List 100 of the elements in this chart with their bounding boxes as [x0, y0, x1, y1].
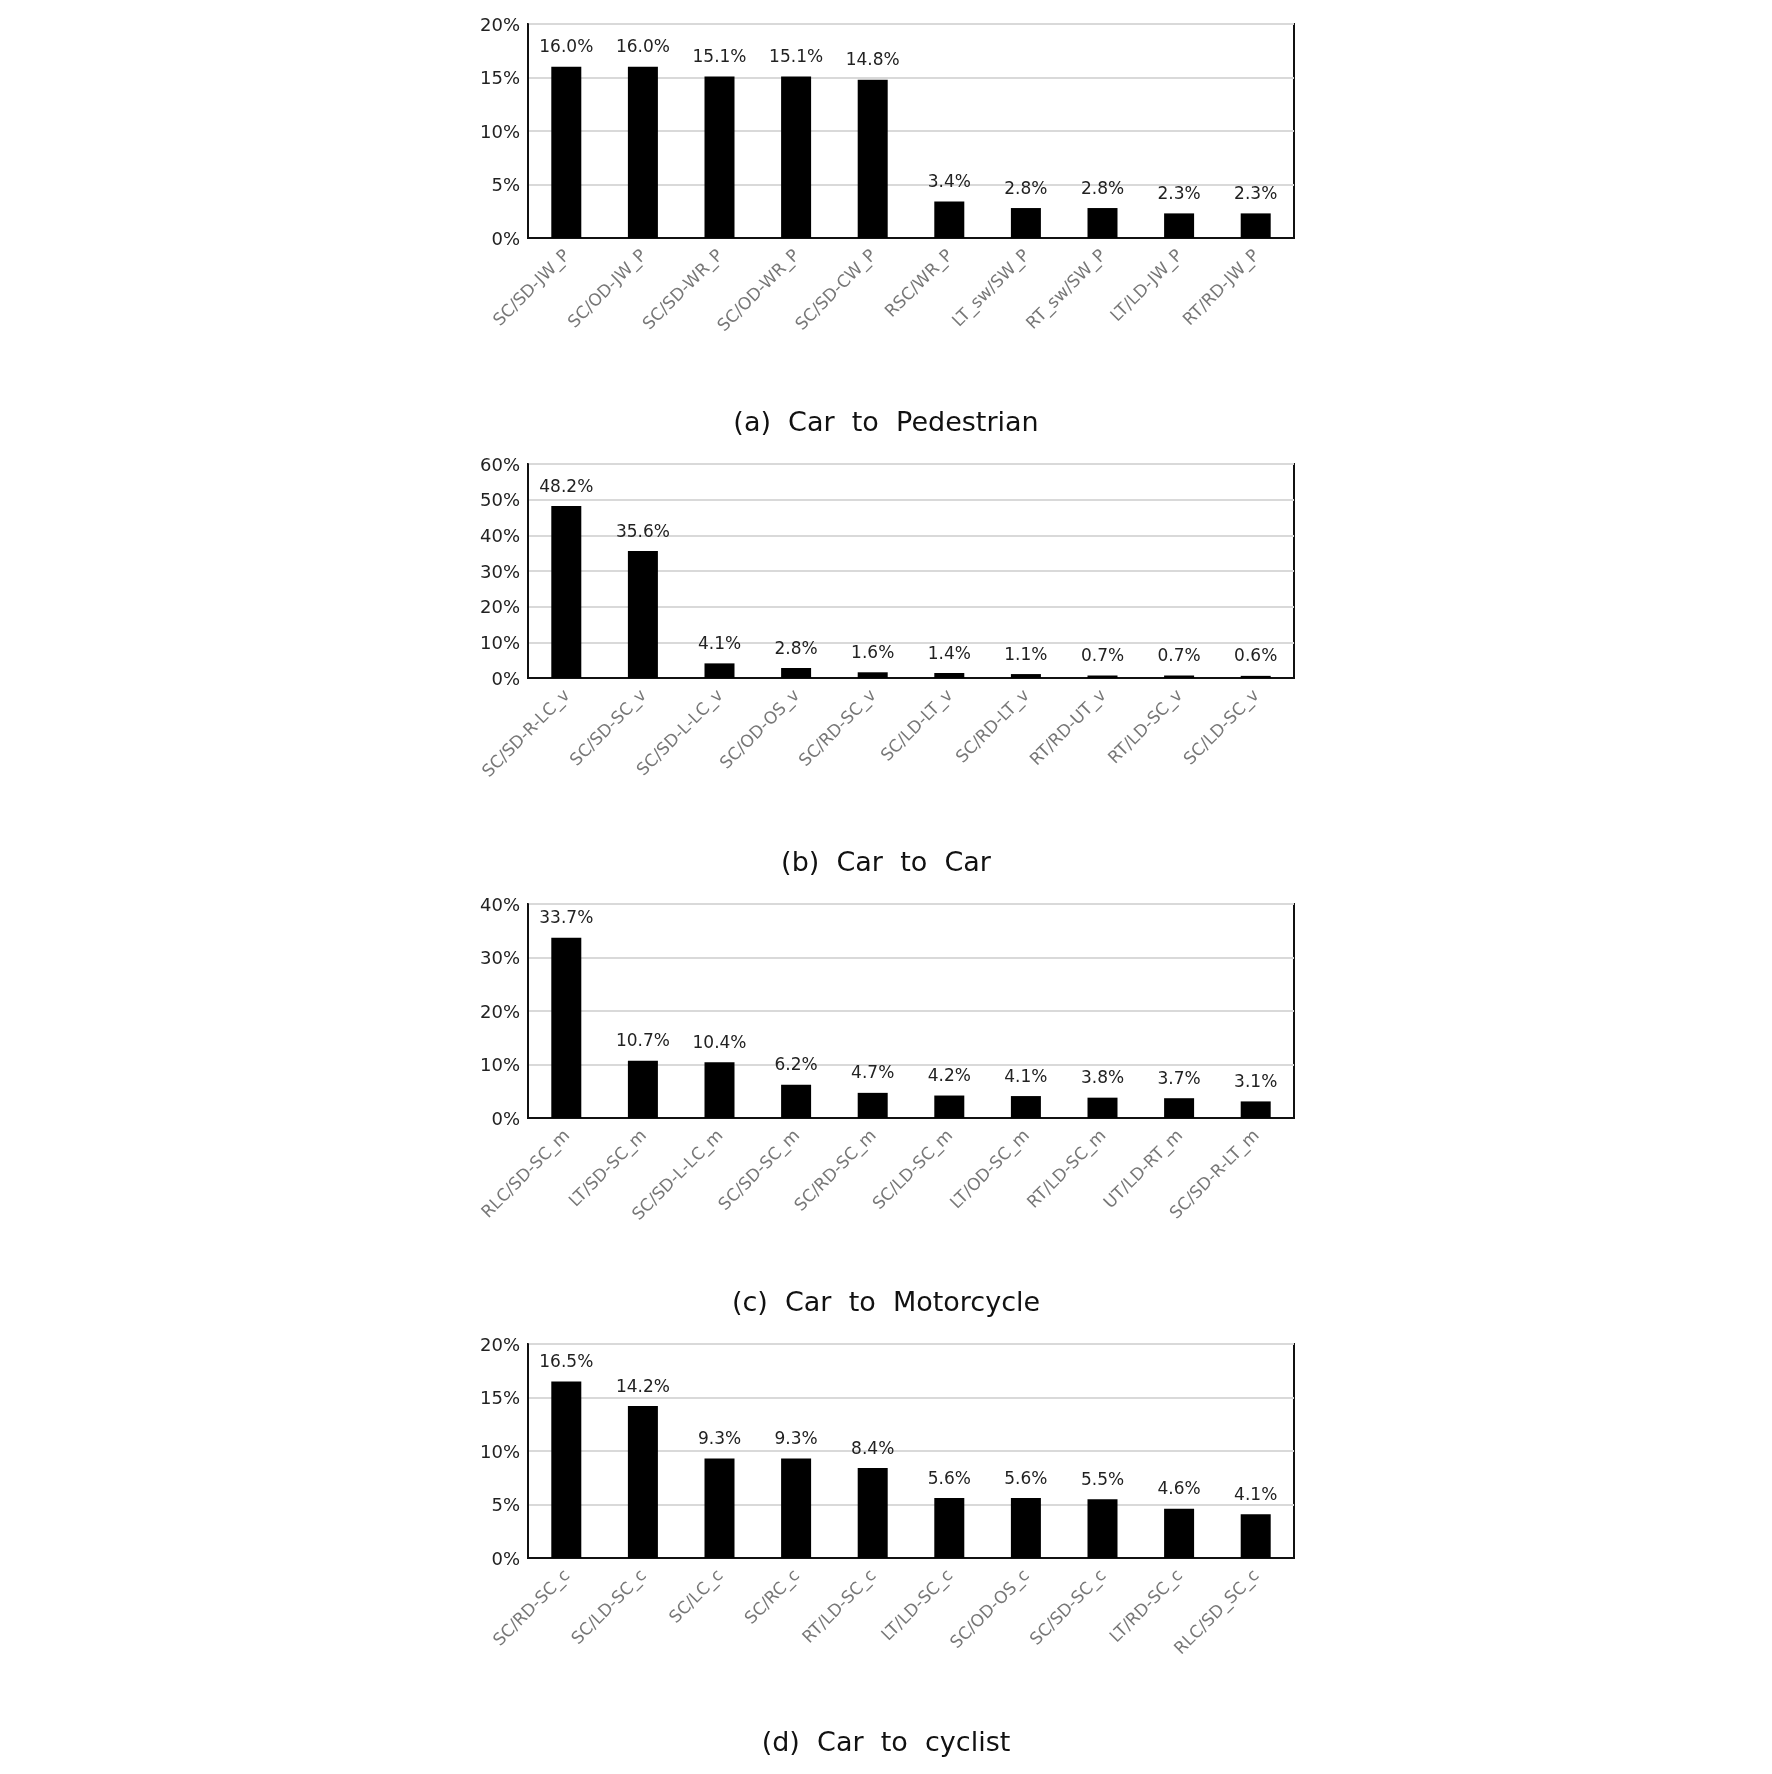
data-label: 4.1%: [1004, 1065, 1048, 1086]
y-tick-label: 0%: [491, 1547, 520, 1569]
y-tick-label: 10%: [479, 1440, 520, 1462]
data-label: 14.2%: [615, 1375, 670, 1396]
data-label: 3.8%: [1080, 1067, 1125, 1088]
data-label: 16.0%: [539, 36, 594, 57]
bar: [627, 1060, 658, 1118]
bar: [1087, 1097, 1118, 1118]
data-label: 15.1%: [769, 45, 824, 66]
text: (c) Car to Motorcycle: [731, 1286, 1041, 1317]
data-label: 3.1%: [1234, 1070, 1278, 1091]
bar: [551, 1381, 582, 1558]
bar: [857, 672, 888, 678]
text: (b) Car to Car: [781, 846, 992, 877]
data-label: 48.2%: [539, 475, 594, 496]
text: (a) Car to Pedestrian: [733, 406, 1039, 437]
y-tick-label: 40%: [479, 893, 520, 915]
data-label: 8.4%: [851, 1437, 895, 1458]
bar: [781, 668, 812, 678]
bar: [1240, 675, 1271, 678]
bar: [934, 1095, 965, 1118]
y-tick-label: 20%: [479, 1333, 520, 1355]
bar: [857, 1468, 888, 1558]
y-tick-label: 0%: [491, 1107, 520, 1129]
y-tick-label: 20%: [479, 1000, 520, 1022]
y-tick-label: 10%: [479, 1054, 520, 1075]
y-tick-label: 50%: [479, 489, 520, 511]
data-label: 2.8%: [774, 637, 818, 658]
data-label: 4.6%: [1157, 1478, 1201, 1499]
data-label: 0.7%: [1157, 645, 1201, 665]
y-tick-label: 5%: [491, 1494, 520, 1515]
bar: [551, 937, 582, 1118]
bar: [934, 673, 965, 678]
bar: [551, 506, 582, 678]
y-tick-label: 60%: [479, 453, 520, 475]
data-label: 2.8%: [1004, 177, 1048, 198]
bar: [704, 1062, 735, 1118]
data-label: 9.3%: [774, 1427, 818, 1448]
y-tick-label: 15%: [479, 67, 520, 88]
data-label: 10.4%: [692, 1031, 747, 1052]
bar: [1010, 208, 1041, 238]
data-label: 1.1%: [1004, 643, 1048, 664]
bar: [781, 76, 812, 238]
data-label: 5.6%: [1004, 1467, 1048, 1488]
data-label: 9.3%: [697, 1427, 742, 1448]
y-tick-label: 0%: [491, 227, 520, 249]
text: (d) Car to cyclist: [761, 1726, 1011, 1757]
bar: [1087, 1499, 1118, 1558]
data-label: 0.7%: [1080, 645, 1125, 665]
data-label: 4.7%: [851, 1062, 895, 1083]
bar: [627, 66, 658, 238]
data-label: 2.8%: [1080, 177, 1125, 198]
bar: [1240, 1101, 1271, 1118]
data-label: 0.6%: [1234, 645, 1278, 666]
bar: [934, 1498, 965, 1558]
data-label: 3.7%: [1157, 1067, 1201, 1088]
y-tick-label: 20%: [479, 596, 520, 618]
bar: [1087, 208, 1118, 238]
y-tick-label: 10%: [479, 631, 520, 653]
data-label: 14.8%: [845, 49, 900, 70]
bar: [1240, 1514, 1271, 1558]
data-label: 4.1%: [697, 632, 742, 653]
bar: [1010, 674, 1041, 678]
data-label: 33.7%: [539, 907, 594, 928]
data-label: 5.5%: [1080, 1468, 1125, 1489]
data-label: 1.6%: [851, 641, 895, 662]
y-tick-label: 30%: [479, 947, 520, 968]
y-tick-label: 0%: [491, 667, 520, 689]
data-label: 10.7%: [615, 1030, 670, 1051]
data-label: 4.2%: [927, 1065, 971, 1086]
bar: [857, 1092, 888, 1118]
data-label: 2.3%: [1234, 182, 1278, 203]
y-tick-label: 30%: [479, 560, 520, 582]
data-label: 2.3%: [1157, 182, 1201, 203]
bar: [704, 663, 735, 678]
data-label: 16.5%: [539, 1350, 594, 1371]
bar: [1240, 213, 1271, 238]
bar: [1010, 1498, 1041, 1558]
bar: [627, 1406, 658, 1558]
bar: [704, 1458, 735, 1558]
bar: [781, 1458, 812, 1558]
bar: [1010, 1096, 1041, 1118]
y-tick-label: 5%: [491, 174, 520, 195]
bar: [551, 66, 582, 238]
bar: [627, 551, 658, 678]
bar: [1164, 213, 1195, 238]
bar: [857, 79, 888, 238]
data-label: 35.6%: [615, 520, 670, 541]
y-tick-label: 40%: [479, 524, 520, 546]
y-tick-label: 10%: [479, 120, 520, 142]
data-label: 6.2%: [774, 1054, 818, 1075]
y-tick-label: 15%: [479, 1387, 520, 1408]
bar: [781, 1084, 812, 1118]
bar: [934, 201, 965, 238]
data-label: 15.1%: [692, 45, 747, 66]
bar: [1164, 1508, 1195, 1558]
bar: [704, 76, 735, 238]
y-tick-label: 20%: [479, 13, 520, 35]
data-label: 1.4%: [927, 642, 971, 663]
data-label: 16.0%: [615, 36, 670, 57]
